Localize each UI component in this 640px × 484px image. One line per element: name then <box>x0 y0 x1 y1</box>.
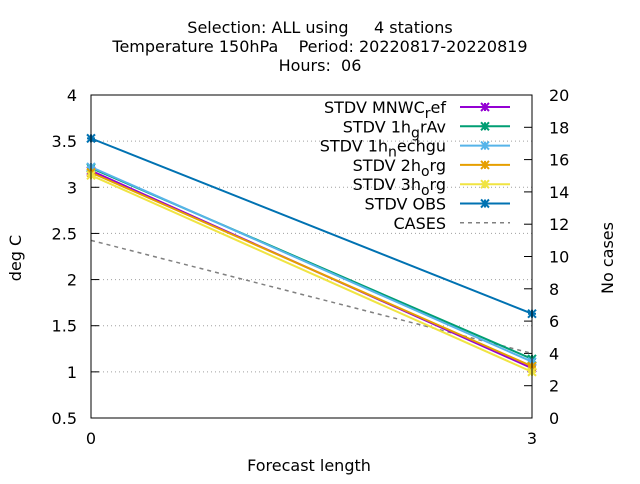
chart-title-line-1: Selection: ALL using 4 stations <box>187 18 452 37</box>
legend-swatch-marker <box>480 160 490 170</box>
series-line-4 <box>90 174 533 373</box>
y2-tick-label: 10 <box>549 248 569 267</box>
legend-label-rest: echgu <box>397 137 446 156</box>
legend-label-rest: rg <box>430 156 446 175</box>
legend-label: STDV OBS <box>365 195 446 214</box>
y-tick-label: 4 <box>67 86 77 105</box>
y2-tick-label: 16 <box>549 151 569 170</box>
x-tick-label: 0 <box>86 429 96 448</box>
legend-label-subscript: g <box>411 125 420 141</box>
x-tick-label: 3 <box>527 429 537 448</box>
legend-label-main: STDV MNWC <box>324 98 425 117</box>
y2-tick-label: 20 <box>549 86 569 105</box>
legend-swatch-marker <box>480 102 490 112</box>
legend-swatch-marker <box>480 179 490 189</box>
y2-tick-label: 0 <box>549 409 559 428</box>
legend-swatch-marker <box>480 198 490 209</box>
y-tick-label: 0.5 <box>52 409 77 428</box>
legend-label-main: STDV 3h <box>353 175 421 194</box>
legend-label: STDV MNWCref <box>324 98 446 122</box>
y-tick-label: 1 <box>67 363 77 382</box>
y-tick-label: 1.5 <box>52 317 77 336</box>
legend-label-rest: ef <box>431 98 447 117</box>
legend-label-main: CASES <box>393 214 446 233</box>
chart-title-line-3: Hours: 06 <box>279 56 362 75</box>
y-tick-label: 3 <box>67 178 77 197</box>
x-axis-title: Forecast length <box>247 456 371 475</box>
series-line-5 <box>90 137 533 315</box>
legend-label-main: STDV OBS <box>365 195 446 214</box>
legend-label-subscript: r <box>425 106 431 122</box>
y2-axis-title: No cases <box>598 222 617 294</box>
y-tick-label: 2 <box>67 271 77 290</box>
legend-label-rest: rg <box>430 175 446 194</box>
legend-label-main: STDV 1h <box>320 137 388 156</box>
legend-label-main: STDV 2h <box>353 156 421 175</box>
series-line-2 <box>90 166 533 363</box>
legend-label-main: STDV 1h <box>343 117 411 136</box>
series-line-3 <box>90 171 533 368</box>
y-axis-title: deg C <box>6 235 25 281</box>
legend-swatch-marker <box>480 140 490 151</box>
legend-swatch-marker <box>480 121 490 132</box>
y2-tick-label: 6 <box>549 312 559 331</box>
legend-label-subscript: n <box>388 145 397 161</box>
y-tick-label: 2.5 <box>52 224 77 243</box>
y2-tick-label: 8 <box>549 280 559 299</box>
legend-label: STDV 1hnechgu <box>320 137 446 161</box>
y-tick-label: 3.5 <box>52 132 77 151</box>
y2-tick-label: 4 <box>549 344 559 363</box>
legend-label: STDV 1hgrAv <box>343 117 446 141</box>
plot-border <box>90 94 533 419</box>
legend-label: STDV 2horg <box>353 156 446 180</box>
legend-label-subscript: o <box>421 183 430 199</box>
legend-label: CASES <box>393 214 446 233</box>
chart-title-line-2: Temperature 150hPa Period: 20220817-2022… <box>111 37 527 56</box>
legend-label: STDV 3horg <box>353 175 446 199</box>
legend-label-subscript: o <box>421 164 430 180</box>
y2-tick-label: 14 <box>549 183 569 202</box>
y2-tick-label: 18 <box>549 118 569 137</box>
y2-tick-label: 2 <box>549 377 559 396</box>
y2-tick-label: 12 <box>549 215 569 234</box>
legend-label-rest: rAv <box>420 117 446 136</box>
